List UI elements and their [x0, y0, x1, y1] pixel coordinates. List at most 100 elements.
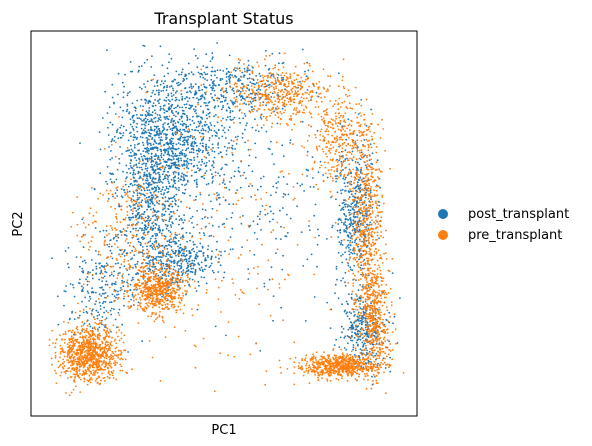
point — [201, 127, 204, 130]
point — [64, 338, 66, 341]
point — [170, 249, 173, 252]
point — [137, 284, 140, 287]
point — [250, 105, 253, 108]
point — [201, 208, 204, 211]
point — [71, 284, 74, 286]
point — [161, 131, 164, 133]
point — [156, 217, 159, 220]
point — [348, 205, 351, 207]
point — [170, 274, 173, 277]
point — [79, 391, 82, 393]
point — [222, 96, 225, 99]
point — [280, 238, 282, 241]
point — [58, 365, 61, 367]
point — [190, 217, 192, 220]
point — [198, 250, 200, 253]
point — [77, 374, 80, 377]
point — [205, 143, 208, 146]
point — [182, 269, 185, 271]
point — [170, 215, 173, 218]
point — [147, 276, 150, 279]
point — [138, 281, 141, 284]
point — [152, 89, 155, 92]
point — [201, 217, 204, 220]
point — [168, 270, 171, 273]
point — [229, 181, 231, 183]
point — [132, 139, 135, 141]
point — [182, 136, 185, 139]
point — [185, 160, 188, 163]
point — [142, 291, 144, 294]
point — [92, 373, 94, 376]
point — [159, 139, 162, 142]
point — [241, 246, 244, 249]
point — [174, 166, 177, 169]
point — [142, 105, 145, 108]
point — [51, 257, 53, 260]
point — [311, 156, 314, 159]
point — [161, 315, 164, 318]
point — [213, 80, 215, 82]
point — [355, 279, 357, 281]
point — [76, 328, 79, 331]
point — [312, 177, 314, 179]
point — [107, 134, 110, 136]
point — [116, 294, 118, 296]
point — [211, 66, 214, 69]
point — [201, 160, 204, 163]
point — [167, 142, 170, 145]
point — [115, 354, 118, 357]
point — [104, 368, 106, 371]
point — [104, 270, 107, 273]
point — [99, 272, 102, 275]
point — [98, 338, 101, 341]
point — [111, 374, 114, 377]
point — [145, 225, 147, 228]
point — [204, 121, 207, 123]
point — [341, 253, 344, 256]
point — [213, 115, 216, 118]
point — [204, 73, 207, 76]
point — [346, 157, 348, 160]
point — [147, 204, 150, 207]
point — [115, 296, 117, 299]
point — [201, 88, 204, 91]
point — [179, 237, 182, 239]
point — [208, 129, 211, 131]
point — [204, 209, 207, 211]
point — [133, 146, 136, 149]
point — [126, 103, 129, 106]
point — [112, 324, 115, 327]
point — [104, 318, 107, 321]
point — [313, 296, 316, 298]
point — [191, 308, 193, 310]
point — [172, 260, 175, 263]
point — [205, 156, 208, 159]
point — [62, 350, 65, 353]
point — [256, 215, 259, 218]
point — [183, 79, 186, 81]
point — [341, 202, 344, 205]
point — [190, 151, 193, 154]
point — [338, 204, 341, 207]
point — [104, 301, 107, 303]
point — [211, 224, 214, 227]
point — [186, 139, 189, 142]
point — [326, 238, 328, 240]
point — [344, 224, 347, 227]
point — [365, 215, 368, 218]
point — [343, 337, 346, 339]
point — [152, 272, 155, 274]
point — [114, 361, 117, 364]
point — [72, 286, 75, 289]
point — [161, 173, 164, 176]
point — [148, 132, 151, 135]
point — [177, 261, 179, 264]
point — [187, 135, 190, 138]
point — [170, 305, 173, 308]
point — [120, 357, 123, 360]
point — [162, 229, 164, 231]
point — [149, 173, 152, 176]
point — [153, 177, 156, 180]
point — [172, 158, 175, 160]
